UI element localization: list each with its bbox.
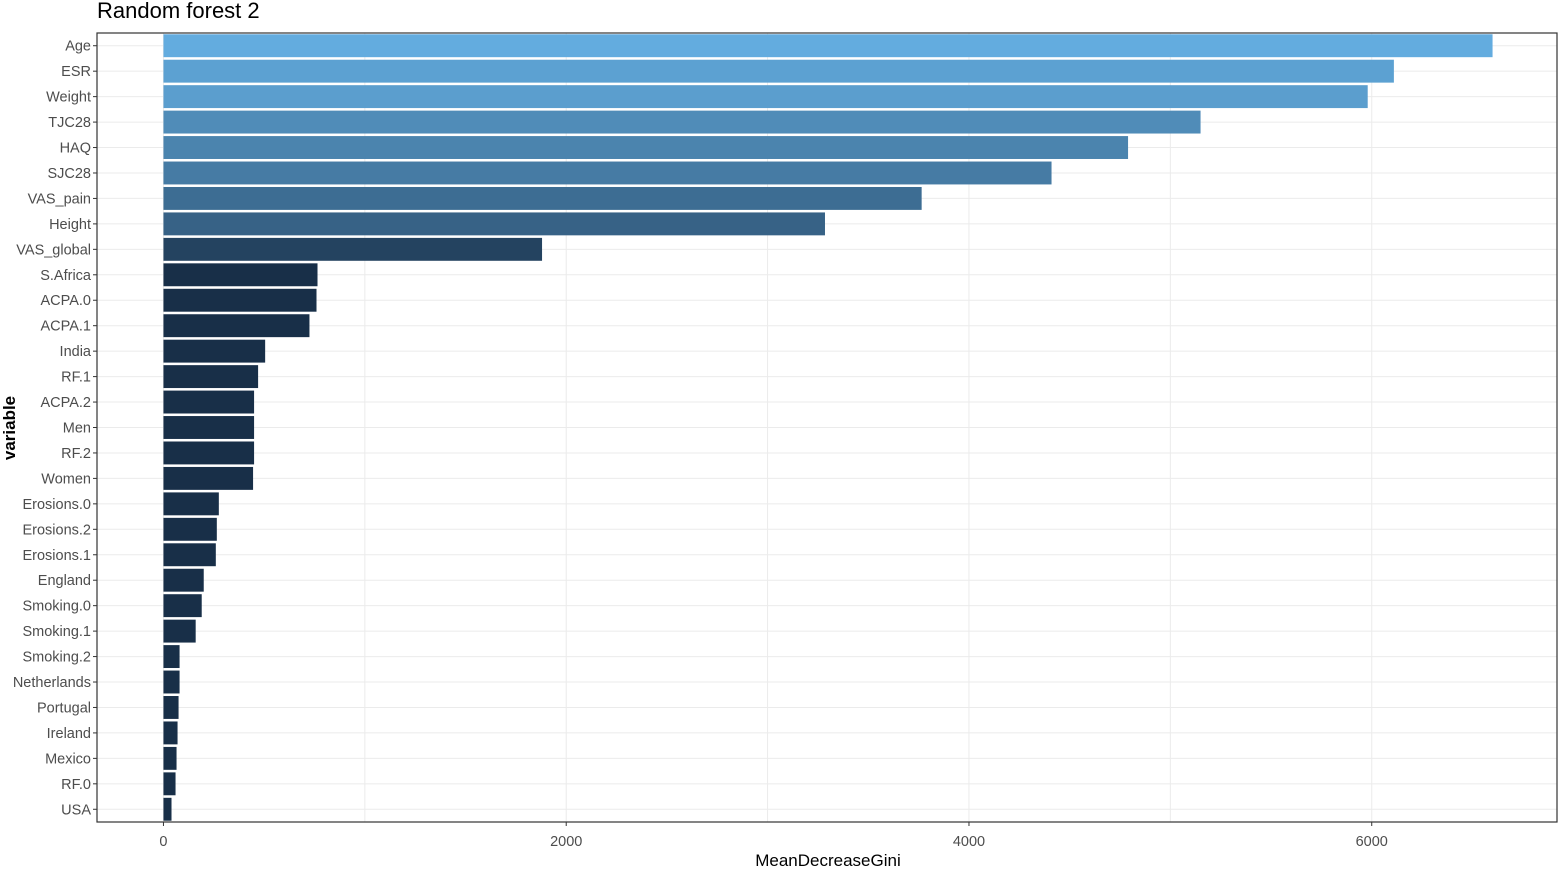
x-axis-title: MeanDecreaseGini: [755, 851, 901, 870]
bar-RF.2: [163, 441, 255, 465]
y-tick-label: Mexico: [45, 751, 91, 767]
y-tick-label: ACPA.1: [40, 319, 91, 335]
bar-TJC28: [163, 110, 1201, 134]
bar-Erosions.2: [163, 517, 217, 541]
x-tick-label: 2000: [550, 834, 582, 850]
bar-Mexico: [163, 746, 177, 770]
bar-ACPA.0: [163, 288, 317, 312]
bar-Erosions.1: [163, 543, 216, 567]
bar-Ireland: [163, 721, 178, 745]
y-tick-label: SJC28: [47, 166, 91, 182]
y-tick-label: ACPA.2: [40, 395, 91, 411]
x-tick-label: 4000: [953, 834, 985, 850]
y-tick-label: TJC28: [48, 115, 91, 131]
bar-Age: [163, 34, 1493, 58]
bar-Weight: [163, 85, 1368, 109]
chart-title: Random forest 2: [97, 0, 260, 23]
y-tick-label: Erosions.0: [22, 497, 91, 513]
y-tick-label: Weight: [46, 90, 91, 106]
bar-Erosions.0: [163, 492, 219, 516]
y-tick-label: USA: [61, 802, 91, 818]
y-tick-label: Height: [49, 217, 91, 233]
bar-Netherlands: [163, 670, 180, 694]
y-tick-label: VAS_pain: [28, 191, 91, 207]
y-tick-label: RF.0: [61, 777, 91, 793]
y-tick-label: S.Africa: [40, 268, 92, 284]
bar-HAQ: [163, 136, 1129, 159]
y-tick-label: Smoking.2: [22, 650, 91, 666]
y-tick-label: India: [60, 344, 92, 360]
y-tick-label: Erosions.2: [22, 522, 91, 538]
y-tick-label: ESR: [61, 64, 91, 80]
y-tick-label: Netherlands: [13, 675, 91, 691]
bar-India: [163, 339, 266, 363]
bar-England: [163, 568, 204, 592]
bar-RF.1: [163, 365, 259, 389]
bar-Height: [163, 212, 825, 236]
y-tick-label: Smoking.0: [22, 599, 91, 615]
y-tick-label: Men: [63, 421, 91, 437]
y-tick-label: England: [38, 573, 91, 589]
bar-Women: [163, 466, 254, 490]
bar-RF.0: [163, 772, 176, 796]
bar-ESR: [163, 59, 1394, 83]
bar-VAS_global: [163, 237, 543, 261]
y-tick-label: Erosions.1: [22, 548, 91, 564]
y-tick-label: VAS_global: [16, 242, 91, 258]
y-tick-label: ACPA.0: [40, 293, 91, 309]
bar-Men: [163, 416, 255, 439]
bar-ACPA.2: [163, 390, 255, 414]
y-axis-title: variable: [0, 395, 20, 461]
bar-VAS_pain: [163, 186, 922, 210]
x-tick-label: 0: [159, 834, 167, 850]
y-tick-label: Women: [41, 471, 91, 487]
bar-S.Africa: [163, 263, 318, 287]
y-tick-label: Smoking.1: [22, 624, 91, 640]
bar-USA: [163, 797, 172, 821]
y-tick-label: Portugal: [37, 700, 91, 716]
y-tick-label: RF.1: [61, 370, 91, 386]
y-tick-label: Ireland: [47, 726, 91, 742]
bar-ACPA.1: [163, 314, 310, 338]
bar-SJC28: [163, 161, 1052, 185]
y-tick-label: Age: [65, 39, 91, 55]
y-tick-label: RF.2: [61, 446, 91, 462]
x-tick-label: 6000: [1356, 834, 1388, 850]
bar-Smoking.0: [163, 594, 202, 618]
bar-Smoking.2: [163, 645, 180, 669]
y-tick-label: HAQ: [60, 141, 91, 157]
bar-Portugal: [163, 696, 179, 719]
bar-Smoking.1: [163, 619, 196, 643]
